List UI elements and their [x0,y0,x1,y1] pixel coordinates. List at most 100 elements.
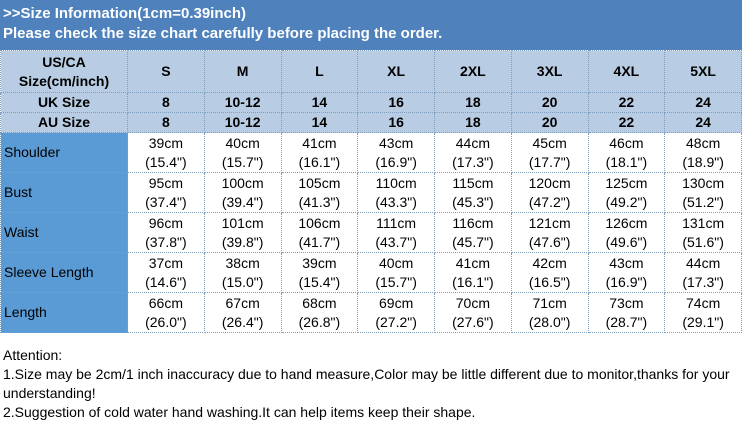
measure-cell: 116cm (45.7") [434,212,512,253]
header-cell: 20 [510,112,589,133]
header-cell: 16 [357,92,435,113]
measure-cell-text: 111cm [376,214,417,231]
measure-cell: 67cm (26.4") [203,292,282,333]
measure-cell-text: (15.0") [221,273,264,290]
header-cell: 5XL [664,50,742,93]
row-label: Waist [0,212,128,253]
measure-cell-text: (16.1") [298,153,341,170]
measure-cell: 48cm (18.9") [664,132,742,173]
measure-cell-text: 43cm [609,254,644,271]
header-cell: 16 [357,112,435,133]
measure-cell-text: (37.4") [145,193,187,210]
measure-cell-text: 116cm [452,214,494,231]
measure-cell-text: (27.6") [452,313,494,330]
header-cell-text: 24 [695,94,711,110]
header-cell-text: L [315,63,324,79]
measure-cell-text: 39cm [302,254,337,271]
measure-cell-text: 120cm [528,174,571,191]
measure-cell-text: 125cm [605,174,648,191]
header-cell: 24 [664,112,742,133]
header-cell-text: 16 [388,114,404,130]
row-label: Shoulder [0,132,128,173]
measure-cell-text: (47.6") [528,233,571,250]
measure-cell-text: (16.5") [528,273,571,290]
header-cell: M [203,50,282,93]
table-row: Waist 96cm (37.8") 101cm (39.8") 106cm (41.7")… [0,212,742,253]
measure-cell-text: 73cm [609,294,644,311]
header-cell-text: 16 [388,94,404,110]
row-label: Bust [0,172,128,213]
header-cell: S [127,50,205,93]
header-cell: 18 [434,92,512,113]
measure-cell: 125cm (49.2") [587,172,666,213]
measure-cell: 68cm (26.8") [280,292,359,333]
measure-cell-text: 100cm [221,174,264,191]
header-cell-text: M [236,63,249,79]
header-label: UK Size [0,92,128,113]
header-cell-text: 4XL [613,63,640,79]
measure-cell: 44cm (17.3") [434,132,512,173]
measure-cell-text: 45cm [532,134,567,151]
header-cell-text: 8 [161,94,170,110]
header-row: US/CA Size(cm/inch) S M L XL 2XL 3XL 4XL 5XL [0,50,742,93]
measure-cell: 41cm (16.1") [280,132,359,173]
measure-cell-text: (49.6") [605,233,648,250]
measure-cell: 95cm (37.4") [127,172,205,213]
measure-cell: 110cm (43.3") [357,172,435,213]
header-cell-text: 22 [618,94,635,110]
measure-cell: 105cm (41.3") [280,172,359,213]
measure-cell: 45cm (17.7") [510,132,589,173]
measure-cell-text: (15.4") [298,273,341,290]
measure-cell-text: (16.9") [375,153,417,170]
note-item: 2.Suggestion of cold water hand washing.… [3,404,476,420]
measure-cell-text: (37.8") [145,233,187,250]
measure-cell-text: 41cm [302,134,337,151]
size-info-title: >>Size Information(1cm=0.39inch) [3,5,246,22]
measure-cell: 40cm (15.7") [357,252,435,293]
header-row: AU Size 8 10-12 14 16 18 20 22 24 [0,112,742,133]
table-row: Shoulder 39cm (15.4") 40cm (15.7") 41cm (16.1"… [0,132,742,173]
header-label-text: AU Size [37,114,91,130]
header-cell-text: 10-12 [224,94,261,110]
measure-cell-text: 42cm [532,254,567,271]
row-label-text: Length [4,304,47,320]
measure-cell: 40cm (15.7") [203,132,282,173]
measure-cell-text: 101cm [221,214,264,231]
measure-cell: 73cm (28.7") [587,292,666,333]
measure-cell: 39cm (15.4") [280,252,359,293]
measure-cell: 46cm (18.1") [587,132,666,173]
measure-cell: 126cm (49.6") [587,212,666,253]
measure-cell-text: 40cm [225,134,260,151]
measure-cell-text: (45.3") [452,193,494,210]
header-cell: 20 [510,92,589,113]
header-cell: L [280,50,359,93]
measure-cell-text: 41cm [455,254,490,271]
measure-cell: 42cm (16.5") [510,252,589,293]
measure-cell-text: (26.4") [221,313,264,330]
measure-cell-text: 131cm [682,214,725,231]
measure-cell: 38cm (15.0") [203,252,282,293]
measure-cell: 106cm (41.7") [280,212,359,253]
size-info-subtitle: Please check the size chart carefully be… [3,25,443,42]
measure-cell-text: 69cm [379,294,414,311]
header-cell-text: 18 [465,114,481,130]
header-cell: 24 [664,92,742,113]
measure-cell-text: 66cm [148,294,183,311]
size-chart-table: US/CA Size(cm/inch) S M L XL 2XL 3XL 4XL 5XL UK S… [0,50,742,333]
header-cell-text: 5XL [690,63,716,79]
measure-cell: 44cm (17.3") [664,252,742,293]
header-cell-text: 2XL [460,63,486,79]
header-cell: 18 [434,112,512,133]
measure-cell-text: (49.2") [605,193,648,210]
measure-cell-text: 38cm [225,254,260,271]
header-cell-text: 24 [695,114,711,130]
measure-cell-text: (28.0") [528,313,571,330]
measure-cell-text: (17.7") [528,153,571,170]
measure-cell-text: (51.2") [682,193,724,210]
measure-cell: 39cm (15.4") [127,132,205,173]
measure-cell-text: 95cm [148,174,183,191]
measure-cell-text: (15.7") [375,273,417,290]
note-item: 1.Size may be 2cm/1 inch inaccuracy due … [3,366,730,401]
row-label-text: Sleeve Length [4,264,94,280]
measure-cell: 43cm (16.9") [357,132,435,173]
